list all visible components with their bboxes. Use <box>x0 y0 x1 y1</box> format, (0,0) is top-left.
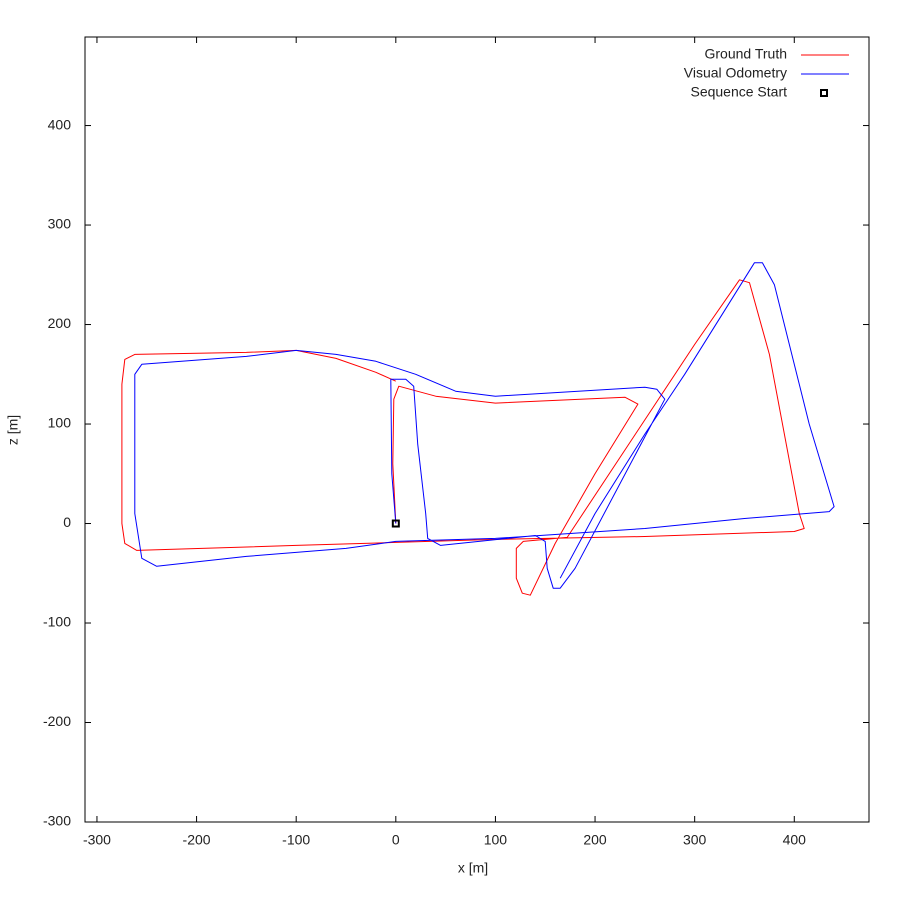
y-tick-label: -300 <box>43 813 71 829</box>
y-axis-label: z [m] <box>5 415 21 445</box>
y-tick-label: -100 <box>43 614 71 630</box>
x-tick-label: 400 <box>783 832 807 848</box>
y-tick-label: 0 <box>63 514 71 530</box>
x-tick-label: 0 <box>392 832 400 848</box>
legend-label: Sequence Start <box>690 84 787 100</box>
x-tick-label: 300 <box>683 832 707 848</box>
x-tick-label: 100 <box>484 832 508 848</box>
start-marker <box>391 519 400 528</box>
y-tick-label: 300 <box>48 216 72 232</box>
trajectory <box>134 262 835 589</box>
y-tick-label: 200 <box>48 315 72 331</box>
legend-swatch <box>820 89 828 97</box>
y-tick-label: 400 <box>48 116 72 132</box>
x-axis-label: x [m] <box>458 860 488 876</box>
trajectory <box>121 279 805 596</box>
y-tick-label: 100 <box>48 415 72 431</box>
x-tick-label: 200 <box>583 832 607 848</box>
legend-label: Ground Truth <box>705 46 788 62</box>
x-tick-label: -300 <box>83 832 111 848</box>
x-tick-label: -100 <box>282 832 310 848</box>
x-tick-label: -200 <box>183 832 211 848</box>
y-tick-label: -200 <box>43 713 71 729</box>
plot-frame <box>84 36 870 823</box>
legend-label: Visual Odometry <box>684 65 787 81</box>
